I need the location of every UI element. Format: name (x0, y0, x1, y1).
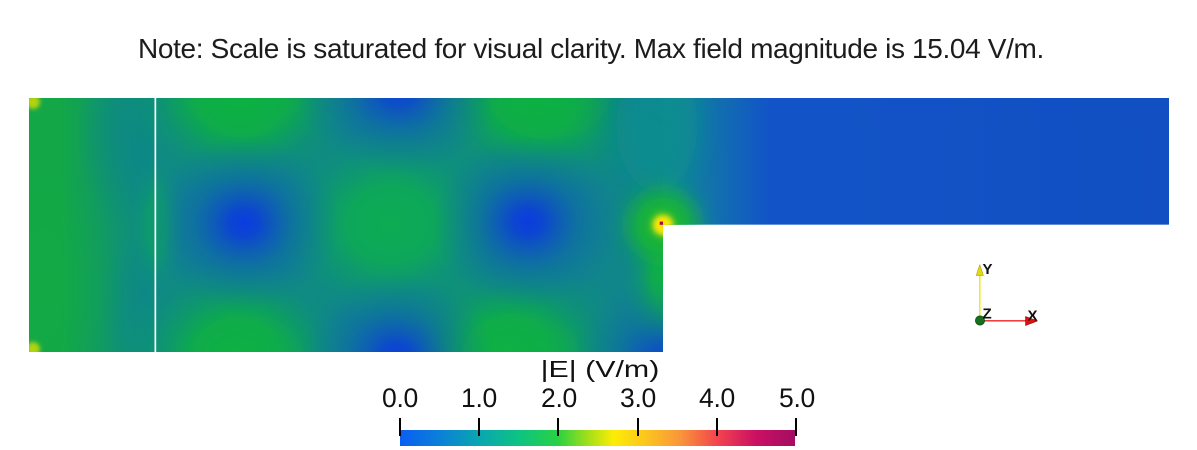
svg-text:X: X (1028, 307, 1038, 324)
svg-text:Z: Z (983, 306, 992, 323)
svg-text:Y: Y (983, 261, 993, 278)
